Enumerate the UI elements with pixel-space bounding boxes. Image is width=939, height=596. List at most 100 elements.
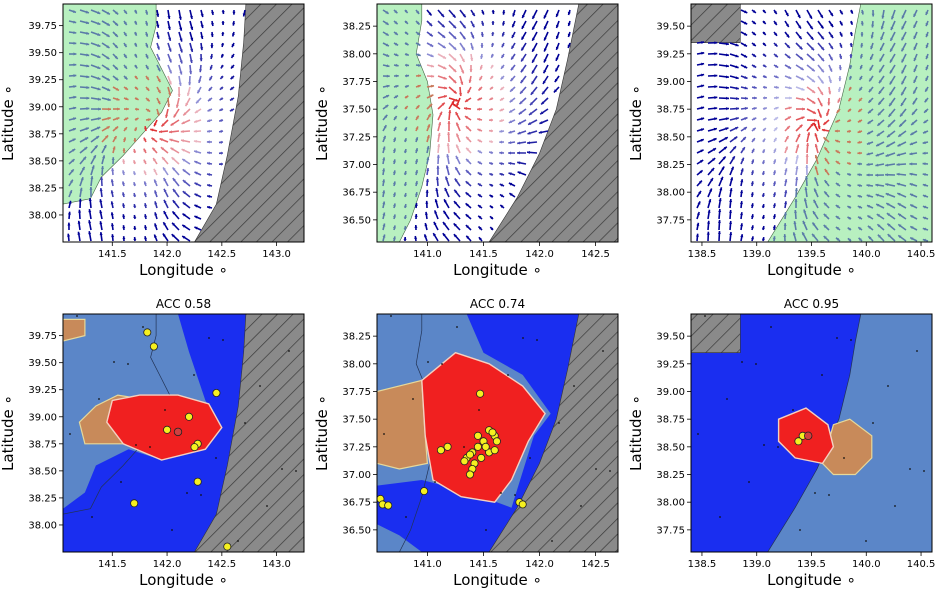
vector-arrow <box>795 75 805 81</box>
vector-arrow <box>182 201 191 209</box>
vector-arrow <box>392 170 396 176</box>
vector-arrow <box>112 42 119 49</box>
vector-arrow <box>543 20 549 30</box>
x-tick-label: 139.5 <box>797 249 826 260</box>
vector-arrow <box>425 189 429 198</box>
vector-arrow <box>794 187 798 198</box>
vector-arrow <box>426 9 433 17</box>
vector-arrow <box>885 173 896 177</box>
vector-arrow <box>806 86 816 94</box>
vector-arrow <box>79 20 90 25</box>
x-tick-label: 140.0 <box>852 249 881 260</box>
y-tick-label: 38.75 <box>28 439 57 450</box>
trench-area <box>194 314 304 552</box>
vector-arrow <box>718 86 729 90</box>
vector-arrow <box>517 151 527 155</box>
vector-arrow <box>846 119 852 123</box>
vector-arrow <box>455 155 461 165</box>
station-dot <box>909 468 911 470</box>
x-tick-label: 142.0 <box>525 559 554 570</box>
vector-arrow <box>167 86 172 96</box>
vector-arrow <box>881 9 885 19</box>
vector-arrow <box>822 119 830 126</box>
vector-arrow <box>750 181 754 187</box>
vector-arrow <box>880 31 885 41</box>
vector-arrow <box>889 64 896 74</box>
vector-arrow <box>729 126 739 132</box>
vector-arrow <box>922 130 929 134</box>
y-tick-label: 38.50 <box>28 156 57 167</box>
y-tick-label: 39.00 <box>656 387 685 398</box>
vector-arrow <box>707 157 716 165</box>
vector-arrow <box>194 171 202 176</box>
vector-arrow <box>501 42 505 48</box>
vector-arrow <box>899 108 907 117</box>
vector-arrow <box>180 139 191 143</box>
vector-arrow <box>924 86 929 93</box>
vector-arrow <box>814 143 819 154</box>
vector-arrow <box>718 96 730 100</box>
vector-arrow <box>784 190 788 198</box>
vector-arrow <box>900 42 907 52</box>
vector-arrow <box>393 63 399 67</box>
vector-arrow <box>696 84 705 88</box>
vector-arrow <box>134 107 140 111</box>
vector-arrow <box>897 223 907 231</box>
vector-arrow <box>718 166 725 176</box>
station-dot <box>763 444 765 446</box>
vector-arrow <box>67 222 71 231</box>
vector-arrow <box>877 108 885 116</box>
vector-arrow <box>541 86 549 95</box>
vector-arrow <box>478 75 483 81</box>
vector-arrow <box>173 108 180 118</box>
y-tick-label: 36.50 <box>342 215 371 226</box>
vector-arrow <box>112 31 119 38</box>
vector-arrow <box>171 210 180 220</box>
x-tick-label: 138.5 <box>688 559 717 570</box>
vector-arrow <box>199 53 203 62</box>
vector-arrow <box>90 53 101 59</box>
vector-arrow <box>784 201 788 209</box>
vector-arrow <box>880 20 885 30</box>
vector-arrow <box>436 154 440 165</box>
vector-arrow <box>784 9 790 17</box>
vector-arrow <box>761 192 765 198</box>
vector-arrow <box>750 203 754 209</box>
y-tick-label: 38.75 <box>656 105 685 116</box>
x-tick-label: 139.5 <box>797 559 826 570</box>
vector-arrow <box>913 42 918 51</box>
vector-arrow <box>729 117 739 121</box>
vector-arrow <box>795 97 805 101</box>
vector-arrow <box>795 124 803 132</box>
vector-arrow <box>923 119 929 124</box>
vector-arrow <box>181 158 191 165</box>
vector-arrow <box>156 9 160 18</box>
vector-arrow <box>122 203 126 209</box>
event-point <box>443 442 452 451</box>
vector-arrow <box>784 86 792 90</box>
vector-arrow <box>784 64 792 70</box>
vector-arrow <box>858 86 863 92</box>
vector-arrow <box>751 75 757 79</box>
vector-arrow <box>897 234 907 242</box>
vector-arrow <box>172 199 180 209</box>
vector-arrow <box>740 31 748 37</box>
vector-arrow <box>885 183 896 187</box>
station-dot <box>215 457 217 459</box>
vector-arrow <box>230 53 235 59</box>
vector-arrow <box>79 75 90 79</box>
vector-arrow <box>866 152 874 156</box>
vector-arrow <box>169 138 180 143</box>
vector-arrow <box>143 192 147 198</box>
event-point <box>193 477 202 486</box>
vector-arrow <box>875 193 885 198</box>
vector-arrow <box>68 63 77 67</box>
vector-arrow <box>67 233 71 242</box>
vector-arrow <box>567 9 571 16</box>
axes-frame <box>62 3 305 243</box>
vector-arrow <box>393 137 397 143</box>
station-dot <box>799 529 801 531</box>
vector-arrow <box>177 86 181 98</box>
vector-arrow <box>878 53 885 63</box>
vector-arrow <box>163 188 169 198</box>
